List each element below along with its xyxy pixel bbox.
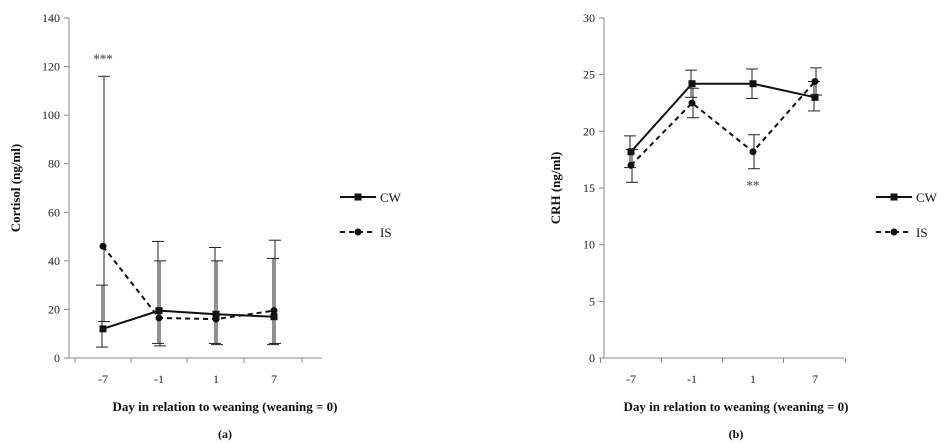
series-line-cw [630,82,816,153]
data-point-cw [811,93,819,101]
x-tick-label: 1 [750,372,756,386]
data-point-is [155,314,163,322]
data-point-is [749,148,757,156]
chart-panel-b: 0 5 10 15 20 25 30 -7 -1 1 7 Day in relation to wea… [548,11,938,441]
y-tick-label: 100 [42,108,60,122]
x-axis-label: Day in relation to weaning (weaning = 0) [113,399,338,414]
data-point-is [270,307,278,315]
data-point-cw [155,307,163,315]
x-tick-label: 7 [812,372,818,386]
legend-entry-cw: CW [380,190,402,205]
y-tick-label: 60 [48,205,60,219]
y-tick-label: 20 [48,302,60,316]
panel-label: (b) [729,427,744,441]
y-tick-label: 5 [589,294,595,308]
panel-label: (a) [218,427,232,441]
legend-entry-cw: CW [916,190,938,205]
y-tick-label: 25 [583,68,595,82]
data-point-is [212,315,220,323]
significance-annotation: *** [93,51,113,66]
y-tick-label: 40 [48,254,60,268]
x-tick-label: 7 [271,372,277,386]
y-tick-label: 80 [48,157,60,171]
data-point-is [627,161,635,169]
y-tick-label: 10 [583,238,595,252]
y-tick-label: 15 [583,181,595,195]
y-tick-label: 140 [42,11,60,25]
x-tick-label: -1 [687,372,697,386]
data-point-cw [688,80,696,88]
x-axis-label: Day in relation to weaning (weaning = 0) [624,399,849,414]
y-axis-label: Cortisol (ng/ml) [8,144,23,232]
data-point-is [688,99,696,107]
data-point-cw [212,310,220,318]
y-tick-label: 0 [589,351,595,365]
y-tick-label: 120 [42,60,60,74]
y-tick-label: 30 [583,11,595,25]
legend-entry-is: IS [916,225,928,240]
data-point-cw [749,80,757,88]
data-point-cw [99,325,107,333]
data-point-cw [270,313,278,321]
significance-annotation: ** [747,177,760,192]
legend-marker-cw [890,193,898,201]
series-line-is [102,245,275,321]
y-tick-label: 0 [54,351,60,365]
legend-marker-is [354,228,362,236]
chart-panel-a: 0 20 40 60 80 100 120 140 -7 -1 1 7 Day in relation … [8,11,402,441]
y-tick-label: 20 [583,124,595,138]
legend-marker-is [890,228,898,236]
x-tick-label: 1 [213,372,219,386]
x-tick-label: -7 [98,372,108,386]
data-point-is [811,77,819,85]
series-line-is [630,80,816,167]
x-tick-label: -7 [626,372,636,386]
legend-entry-is: IS [380,225,392,240]
series-line-cw [102,309,275,330]
legend-marker-cw [354,193,362,201]
y-axis-label: CRH (ng/ml) [548,152,563,225]
data-point-cw [627,148,635,156]
data-point-is [99,242,107,250]
x-tick-label: -1 [154,372,164,386]
